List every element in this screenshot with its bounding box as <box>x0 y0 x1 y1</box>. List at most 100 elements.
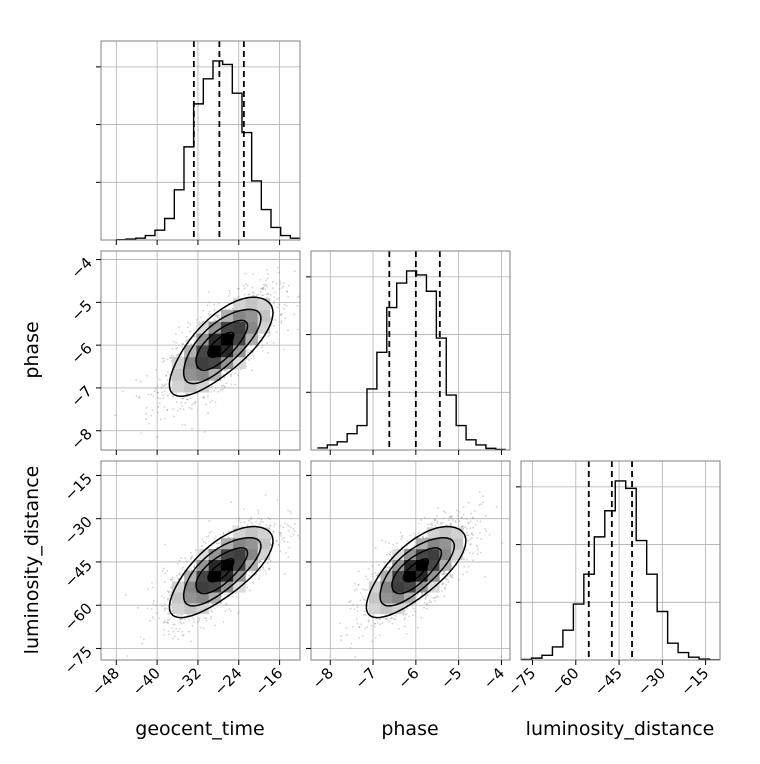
scatter-point <box>158 617 161 620</box>
scatter-point <box>290 512 293 515</box>
scatter-point <box>245 365 248 368</box>
scatter-point <box>283 573 286 575</box>
scatter-point <box>293 313 296 316</box>
scatter-point <box>186 392 189 395</box>
scatter-point <box>236 287 239 290</box>
scatter-point <box>347 601 350 603</box>
scatter-point <box>230 501 233 504</box>
scatter-point <box>477 548 479 551</box>
scatter-point <box>458 520 460 523</box>
scatter-point <box>114 414 116 417</box>
density-cell <box>439 548 452 561</box>
scatter-point <box>383 561 385 564</box>
scatter-point <box>165 383 168 386</box>
scatter-point <box>470 543 473 545</box>
scatter-point <box>355 588 358 590</box>
scatter-point <box>179 621 182 623</box>
scatter-point <box>184 424 187 426</box>
scatter-point <box>392 617 395 620</box>
scatter-point <box>391 622 394 625</box>
density-cell <box>368 603 381 615</box>
scatter-point <box>279 282 282 285</box>
scatter-point <box>177 637 180 640</box>
scatter-point <box>162 385 165 388</box>
scatter-point <box>434 600 436 603</box>
scatter-point <box>213 309 216 311</box>
scatter-point <box>389 553 392 556</box>
scatter-point <box>367 567 370 570</box>
scatter-point <box>167 371 169 374</box>
scatter-point <box>450 517 453 520</box>
scatter-point <box>168 373 171 376</box>
scatter-point <box>230 373 232 376</box>
scatter-point <box>283 303 286 306</box>
scatter-point <box>251 523 253 526</box>
scatter-point <box>363 598 365 601</box>
scatter-point <box>173 415 175 418</box>
scatter-point <box>158 402 161 405</box>
scatter-point <box>478 532 481 535</box>
scatter-point <box>181 630 184 633</box>
scatter-point <box>216 316 219 319</box>
scatter-point <box>159 418 162 421</box>
scatter-point <box>161 391 163 394</box>
density-cell <box>257 548 271 561</box>
density-cell <box>233 527 246 539</box>
scatter-point <box>258 577 260 580</box>
density-cell <box>404 548 417 561</box>
contour-line <box>365 525 467 619</box>
scatter-point <box>237 610 240 613</box>
scatter-point <box>265 293 268 296</box>
scatter-point <box>411 614 414 616</box>
scatter-point <box>167 622 169 624</box>
scatter-point <box>252 292 255 295</box>
scatter-point <box>269 559 272 562</box>
scatter-point <box>465 518 468 521</box>
scatter-point <box>249 518 252 521</box>
scatter-point <box>443 571 445 573</box>
scatter-point <box>488 533 491 536</box>
x-tick-label: −6 <box>394 664 422 692</box>
scatter-point <box>501 542 504 545</box>
x-tick-label: −7 <box>352 664 380 692</box>
density-cell <box>184 368 197 381</box>
scatter-point <box>175 575 178 577</box>
scatter-point <box>163 581 166 584</box>
histogram-step <box>116 60 300 241</box>
scatter-point <box>179 618 182 621</box>
scatter-point <box>266 277 269 280</box>
scatter-point <box>177 577 180 580</box>
scatter-point <box>476 545 479 548</box>
scatter-point <box>258 523 260 526</box>
density-cell <box>171 603 185 615</box>
scatter-point <box>267 272 269 275</box>
scatter-point <box>213 303 216 306</box>
scatter-point <box>353 582 356 585</box>
scatter-point <box>443 572 445 575</box>
density-cell <box>208 345 222 358</box>
scatter-point <box>181 613 184 616</box>
scatter-point <box>242 508 245 511</box>
scatter-point <box>150 608 153 611</box>
scatter-point <box>258 560 261 563</box>
scatter-point <box>461 516 463 519</box>
density-cell <box>220 321 234 334</box>
density-cell <box>392 548 405 561</box>
scatter-point <box>189 568 192 570</box>
density-cell <box>233 559 246 571</box>
scatter-point <box>210 610 213 613</box>
scatter-point <box>457 578 460 581</box>
scatter-point <box>164 543 167 546</box>
scatter-point <box>408 615 411 618</box>
scatter-point <box>176 614 179 617</box>
density-cell <box>171 592 185 604</box>
scatter-point <box>197 621 199 623</box>
scatter-point <box>417 531 420 534</box>
scatter-point <box>353 589 356 592</box>
scatter-point <box>206 304 209 307</box>
scatter-point <box>172 408 175 411</box>
x-tick-label: −8 <box>309 664 337 692</box>
scatter-point <box>265 279 267 282</box>
panel-frame <box>520 460 721 661</box>
scatter-point <box>191 616 194 618</box>
